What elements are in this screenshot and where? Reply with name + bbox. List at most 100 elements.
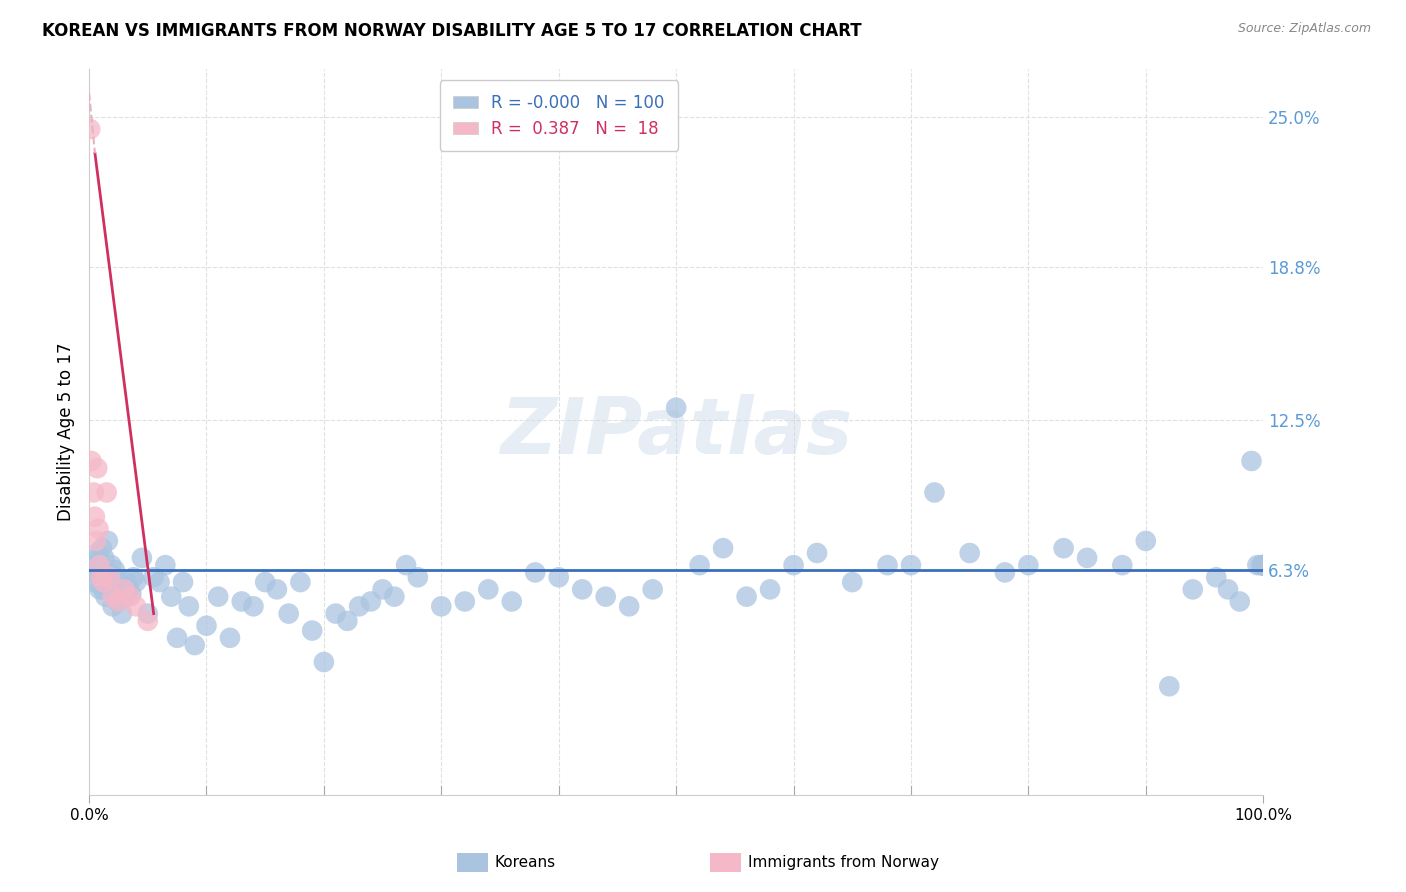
Point [1251,558,1274,573]
Point [79,122,101,136]
Point [1052,541,1074,556]
Point [89,582,111,597]
Point [477,582,499,597]
Point [759,582,782,597]
Point [595,590,617,604]
Legend: R = -0.000   N = 100, R =  0.387   N =  18: R = -0.000 N = 100, R = 0.387 N = 18 [440,80,678,152]
Point [184,638,207,652]
Point [87,550,110,565]
Point [142,570,165,584]
Point [1246,558,1268,573]
Point [1205,570,1227,584]
Point [125,575,148,590]
Point [959,546,981,560]
Point [665,401,688,415]
Point [177,599,200,614]
Point [104,563,127,577]
Point [924,485,946,500]
Point [115,575,138,590]
Point [312,655,335,669]
Point [382,590,405,604]
Point [98,566,121,580]
Point [207,590,229,604]
Point [336,614,359,628]
Point [900,558,922,573]
Point [689,558,711,573]
Point [103,582,125,597]
Point [112,590,135,604]
Point [231,594,253,608]
Point [172,575,194,590]
Y-axis label: Disability Age 5 to 17: Disability Age 5 to 17 [58,343,75,521]
Point [617,599,640,614]
Point [1017,558,1039,573]
Point [876,558,898,573]
Point [148,575,170,590]
Point [1251,558,1274,573]
Point [1251,558,1274,573]
Point [782,558,804,573]
Point [90,563,112,577]
Point [93,550,115,565]
Text: Immigrants from Norway: Immigrants from Norway [748,855,939,870]
Point [96,570,118,584]
Point [347,599,370,614]
Point [100,558,122,573]
Point [1216,582,1239,597]
Point [131,550,153,565]
Point [1240,454,1263,468]
Point [120,587,142,601]
Point [97,533,120,548]
Text: ZIPatlas: ZIPatlas [501,394,852,470]
Point [120,590,142,604]
Point [994,566,1017,580]
Point [80,454,103,468]
Point [91,575,114,590]
Point [155,558,177,573]
Point [1159,679,1181,693]
Point [136,607,159,621]
Point [371,582,394,597]
Point [107,594,129,608]
Point [195,618,218,632]
Point [1135,533,1157,548]
Point [118,582,141,597]
Point [84,575,107,590]
Point [325,607,347,621]
Point [547,570,569,584]
Point [94,590,117,604]
Point [735,590,758,604]
Point [501,594,523,608]
Point [101,599,124,614]
Point [160,590,183,604]
Point [98,570,121,584]
Point [86,461,108,475]
Point [84,558,107,573]
Point [111,607,134,621]
Point [108,575,131,590]
Point [1251,558,1274,573]
Point [87,522,110,536]
Point [1229,594,1251,608]
Point [841,575,863,590]
Point [1251,558,1274,573]
Point [112,582,135,597]
Point [454,594,477,608]
Point [105,594,128,608]
Point [406,570,429,584]
Point [641,582,664,597]
Point [266,582,288,597]
Point [301,624,323,638]
Point [83,485,105,500]
Point [96,485,118,500]
Point [136,614,159,628]
Point [571,582,593,597]
Point [1251,558,1274,573]
Text: Koreans: Koreans [495,855,555,870]
Point [524,566,547,580]
Point [219,631,242,645]
Point [125,599,148,614]
Point [1076,550,1098,565]
Point [82,566,104,580]
Text: Source: ZipAtlas.com: Source: ZipAtlas.com [1237,22,1371,36]
